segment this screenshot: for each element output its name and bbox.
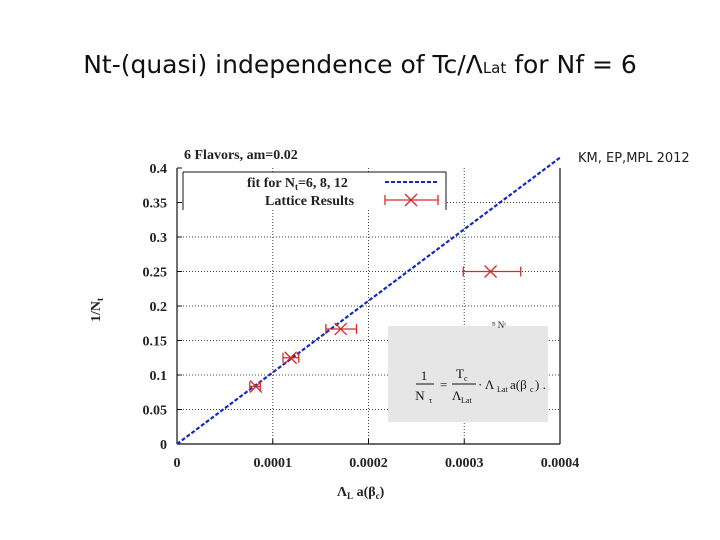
formula-tail-c: c (530, 385, 534, 394)
formula-rhs-den-sub: Lat (461, 396, 472, 405)
citation-text: KM, EP,MPL 2012 (578, 151, 690, 166)
x-axis-label: ΛL a(βc) (337, 485, 385, 501)
y-tick-label-7: 0.35 (143, 197, 168, 212)
lattice-point-2 (325, 322, 358, 336)
x-tick-label-1: 0.0001 (254, 456, 293, 471)
y-tick-label-1: 0.05 (143, 404, 168, 419)
cross-b-2 (334, 322, 348, 336)
title-text: Nt-(quasi) independence of Tc/ (83, 50, 466, 79)
x-tick-label-2: 0.0002 (349, 456, 388, 471)
y-axis-label: 1/Nt (89, 298, 105, 322)
tick-labels: 0 0.05 0.1 0.15 0.2 0.25 0.3 0.35 0.4 0 0.0001 0.00… (143, 162, 580, 471)
y-tick-label-5: 0.25 (143, 266, 168, 281)
legend-fit-label: fit for Nt=6, 8, 12 (247, 176, 348, 192)
fit-series (176, 156, 561, 445)
cross-b-1 (284, 351, 298, 365)
y-tick-label-2: 0.1 (150, 369, 168, 384)
legend: fit for Nt=6, 8, 12 Lattice Results (182, 171, 447, 210)
slide-title: Nt-(quasi) independence of Tc/ΛLat for N… (0, 50, 720, 79)
fit-line (176, 156, 561, 445)
lattice-series (249, 265, 522, 393)
title-tail: for Nf = 6 (506, 50, 637, 79)
y-tick-label-0: 0 (160, 438, 167, 453)
formula-tail-close: ) . (535, 377, 546, 392)
cross-b-3 (484, 265, 498, 278)
y-tick-label-3: 0.15 (143, 335, 168, 350)
formula-tail-a: a(β (510, 377, 527, 392)
formula-rhs-num-sub: c (464, 374, 468, 383)
formula-equals: = (440, 377, 447, 392)
formula-lhs-num: 1 (421, 368, 428, 383)
formula-lhs-den-sub: τ (429, 396, 433, 405)
legend-lattice-swatch (384, 193, 439, 207)
formula-rhs-den: Λ (452, 388, 462, 403)
axes (176, 167, 561, 445)
x-tick-label-3: 0.0003 (445, 456, 484, 471)
formula-rhs-num: T (456, 366, 464, 381)
title-lambda: Λ (465, 50, 483, 79)
formula-tail-lat: Lat (497, 385, 508, 394)
formula-lhs-den: N (415, 388, 425, 403)
formula-cut-text: ᴮ Nᵗ (492, 320, 506, 330)
y-tick-label-6: 0.3 (150, 231, 168, 246)
lattice-point-0 (249, 380, 263, 393)
y-tick-label-4: 0.2 (150, 300, 168, 315)
x-tick-label-4: 0.0004 (541, 456, 580, 471)
title-lat-subscript: Lat (482, 59, 507, 77)
legend-box (183, 172, 446, 210)
y-tick-label-8: 0.4 (150, 162, 168, 177)
lattice-point-1 (282, 351, 300, 365)
x-tick-label-0: 0 (174, 456, 181, 471)
formula-tail-lambda: · Λ (478, 377, 495, 392)
formula-inset: ᴮ Nᵗ 1 N τ = T c Λ Lat · Λ Lat a(β c ) . (388, 320, 548, 422)
chart-title: 6 Flavors, am=0.02 (184, 148, 298, 163)
cross-b-0 (249, 380, 263, 393)
legend-lattice-label: Lattice Results (265, 194, 355, 209)
formula-box (388, 326, 548, 422)
lattice-point-3 (462, 265, 522, 278)
